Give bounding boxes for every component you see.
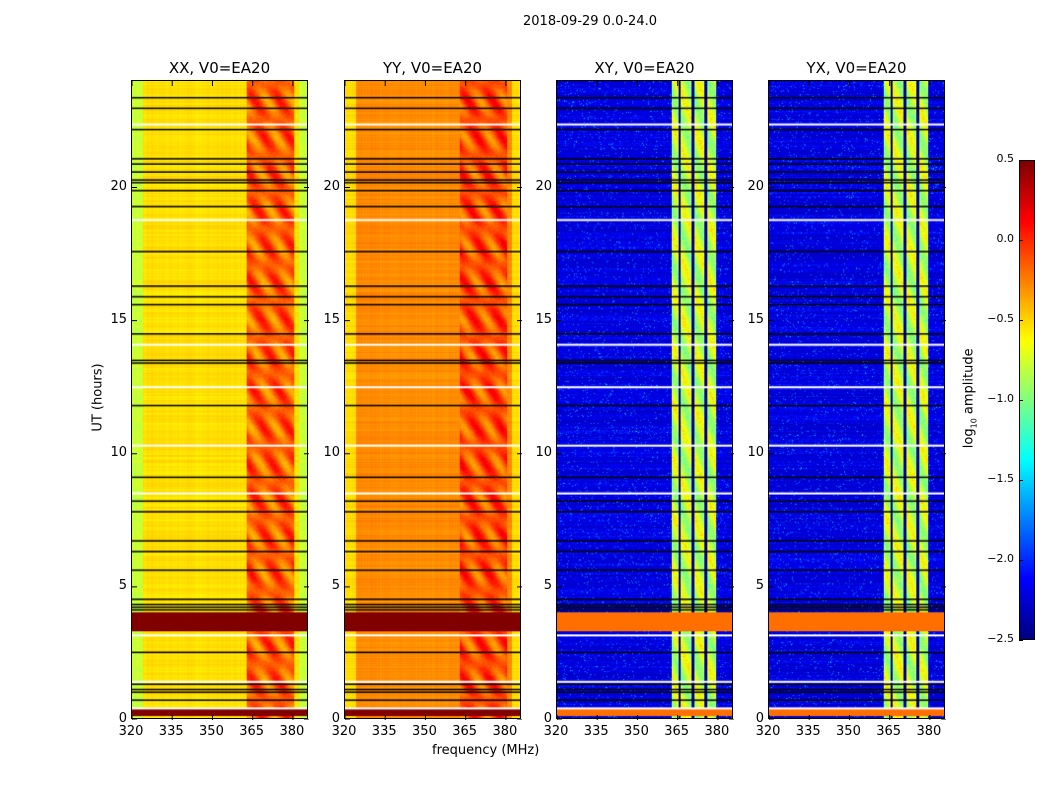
x-tick-label: 335 bbox=[795, 724, 821, 739]
x-tick-label: 365 bbox=[876, 724, 902, 739]
x-tick-label: 335 bbox=[583, 724, 609, 739]
colorbar-tick-label: −2.0 bbox=[987, 552, 1014, 565]
x-tick-label: 350 bbox=[199, 724, 224, 739]
x-tick-label: 380 bbox=[916, 724, 942, 739]
y-tick-label: 10 bbox=[747, 444, 764, 460]
x-tick-label: 380 bbox=[704, 724, 730, 739]
colorbar-tick-mark bbox=[1019, 240, 1023, 241]
x-tick-label: 320 bbox=[331, 724, 357, 739]
y-axis-label: UT (hours) bbox=[90, 363, 106, 432]
x-tick-label: 320 bbox=[118, 724, 144, 739]
x-tick-label: 380 bbox=[279, 724, 305, 739]
heatmap-image bbox=[132, 81, 307, 718]
panel-title: XY, V0=EA20 bbox=[594, 59, 695, 77]
heatmap-panel-2 bbox=[344, 80, 522, 720]
y-tick-label: 15 bbox=[535, 311, 552, 327]
heatmap-panel-3 bbox=[556, 80, 734, 720]
colorbar-tick-mark bbox=[1019, 640, 1023, 641]
colorbar-tick-label: −1.0 bbox=[987, 392, 1014, 405]
x-tick-label: 320 bbox=[543, 724, 569, 739]
heatmap-image bbox=[769, 81, 944, 718]
colorbar-tick-label: −2.5 bbox=[987, 632, 1014, 645]
y-tick-label: 0 bbox=[755, 711, 764, 726]
x-tick-label: 380 bbox=[492, 724, 518, 739]
x-tick-label: 365 bbox=[664, 724, 690, 739]
colorbar-tick-label: 0.0 bbox=[996, 232, 1015, 245]
y-tick-label: 20 bbox=[110, 178, 127, 194]
x-tick-label: 350 bbox=[412, 724, 437, 739]
y-tick-label: 5 bbox=[118, 577, 127, 593]
colorbar-tick-mark bbox=[1019, 480, 1023, 481]
figure-title: 2018-09-29 0.0-24.0 bbox=[523, 14, 657, 29]
y-tick-label: 10 bbox=[535, 444, 552, 460]
colorbar-tick-mark bbox=[1019, 400, 1023, 401]
y-tick-label: 15 bbox=[747, 311, 764, 327]
colorbar-tick-label: −0.5 bbox=[987, 312, 1014, 325]
colorbar-tick-mark bbox=[1019, 320, 1023, 321]
colorbar-tick-label: 0.5 bbox=[996, 152, 1015, 165]
x-tick-label: 335 bbox=[158, 724, 184, 739]
y-tick-label: 10 bbox=[110, 444, 127, 460]
x-axis-label: frequency (MHz) bbox=[432, 743, 540, 758]
y-tick-label: 5 bbox=[755, 577, 764, 593]
y-tick-label: 0 bbox=[543, 711, 552, 726]
x-tick-label: 350 bbox=[624, 724, 649, 739]
y-tick-label: 5 bbox=[543, 577, 552, 593]
panel-title: XX, V0=EA20 bbox=[168, 59, 271, 77]
y-tick-label: 5 bbox=[331, 577, 340, 593]
y-tick-label: 20 bbox=[323, 178, 340, 194]
y-tick-label: 10 bbox=[323, 444, 340, 460]
colorbar-tick-mark bbox=[1019, 160, 1023, 161]
colorbar-tick-mark bbox=[1019, 560, 1023, 561]
colorbar-tick-label: −1.5 bbox=[987, 472, 1014, 485]
heatmap-image bbox=[557, 81, 732, 718]
panel-title: YY, V0=EA20 bbox=[382, 59, 483, 77]
y-tick-label: 0 bbox=[118, 711, 127, 726]
x-tick-label: 350 bbox=[836, 724, 861, 739]
y-tick-label: 20 bbox=[747, 178, 764, 194]
y-tick-label: 0 bbox=[331, 711, 340, 726]
y-tick-label: 15 bbox=[323, 311, 340, 327]
x-tick-label: 335 bbox=[371, 724, 397, 739]
heatmap-image bbox=[345, 81, 520, 718]
x-tick-label: 365 bbox=[239, 724, 265, 739]
x-tick-label: 365 bbox=[452, 724, 478, 739]
y-tick-label: 15 bbox=[110, 311, 127, 327]
heatmap-panel-4 bbox=[768, 80, 946, 720]
y-tick-label: 20 bbox=[535, 178, 552, 194]
panel-title: YX, V0=EA20 bbox=[806, 59, 907, 77]
x-tick-label: 320 bbox=[755, 724, 781, 739]
heatmap-panel-1 bbox=[131, 80, 309, 720]
